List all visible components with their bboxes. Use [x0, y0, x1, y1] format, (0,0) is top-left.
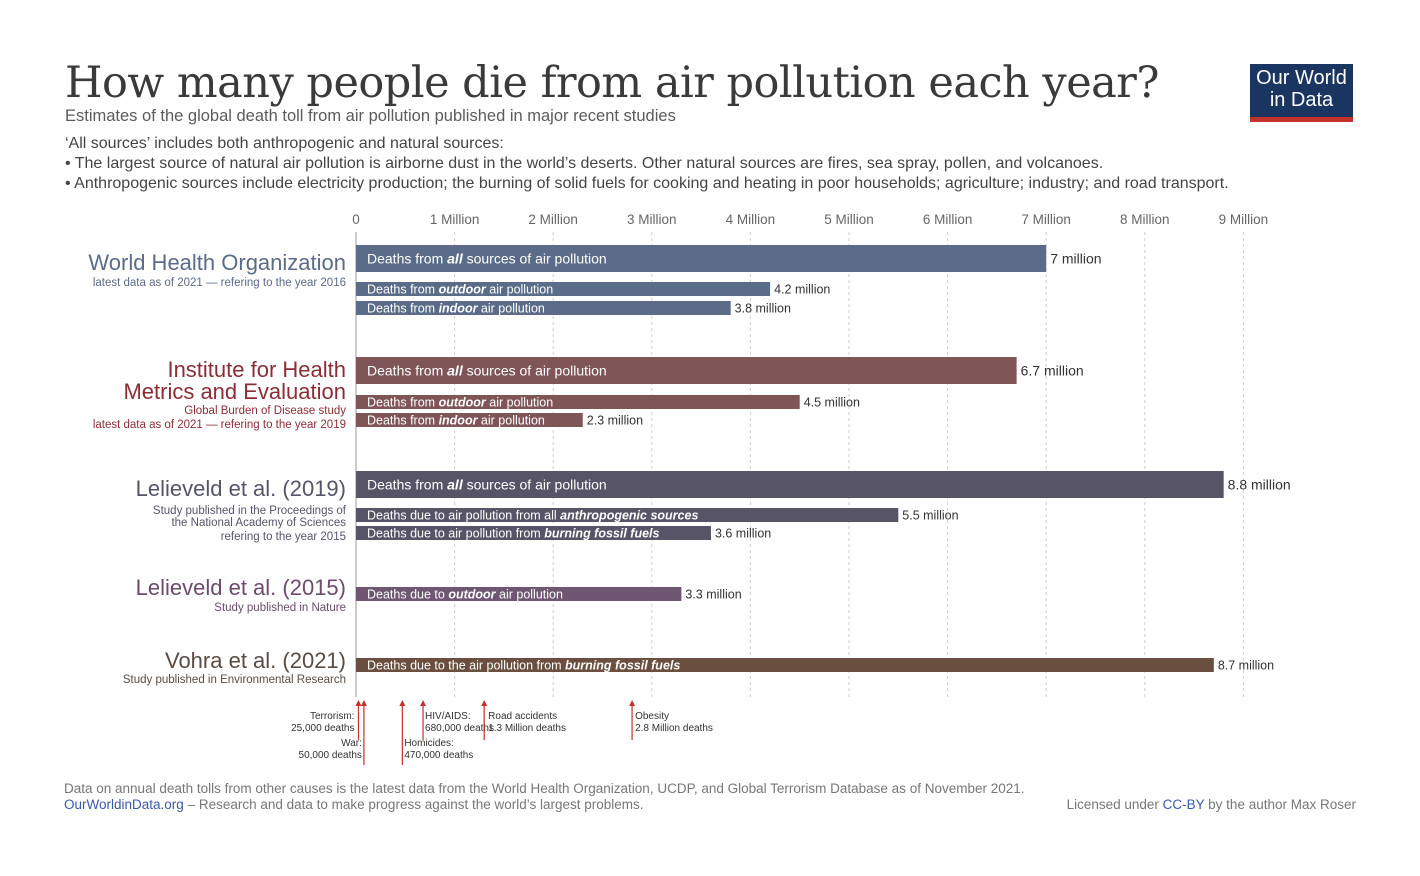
source-note: Data on annual death tolls from other ca…: [64, 781, 1025, 796]
value-label: 7 million: [1050, 251, 1101, 267]
group-subtitle: Study published in the Proceedings of: [153, 505, 347, 517]
value-label: 8.8 million: [1228, 477, 1291, 493]
value-label: 6.7 million: [1021, 363, 1084, 379]
group-title: Vohra et al. (2021): [165, 648, 346, 673]
bar: [356, 471, 1224, 498]
bar-label: Deaths due to air pollution from all ant…: [367, 509, 698, 523]
bar: [356, 658, 1214, 672]
tagline-text: – Research and data to make progress aga…: [183, 797, 644, 812]
note-line-3: • Anthropogenic sources include electric…: [65, 175, 1229, 192]
footer-tagline: OurWorldinData.org – Research and data t…: [64, 797, 644, 812]
bar: [356, 587, 682, 601]
comparison-label: Terrorism:: [310, 711, 354, 722]
group-subtitle: Global Burden of Disease study: [184, 405, 346, 417]
comparison-label: HIV/AIDS:: [425, 711, 471, 722]
bar-label: Deaths due to air pollution from burning…: [367, 527, 660, 541]
bar: [356, 413, 583, 427]
comparison-label: Obesity: [635, 711, 669, 722]
group-title: Metrics and Evaluation: [123, 379, 346, 404]
x-tick-label: 1 Million: [430, 212, 480, 227]
comparison-value: 470,000 deaths: [404, 750, 473, 761]
arrow-icon: [420, 700, 427, 706]
bar-label: Deaths from outdoor air pollution: [367, 396, 553, 410]
bar-label: Deaths due to the air pollution from bur…: [367, 659, 680, 673]
comparison-label: War:: [341, 738, 362, 749]
bar-label: Deaths from indoor air pollution: [367, 302, 545, 316]
bar: [356, 245, 1047, 272]
license-link[interactable]: CC-BY: [1162, 797, 1205, 812]
x-tick-label: 2 Million: [528, 212, 578, 227]
group-subtitle: Study published in Nature: [214, 602, 346, 614]
comparison-value: 2.8 Million deaths: [635, 723, 713, 734]
x-tick-label: 9 Million: [1219, 212, 1269, 227]
bar-label: Deaths due to outdoor air pollution: [367, 588, 563, 602]
arrow-icon: [355, 700, 362, 706]
chart-title: How many people die from air pollution e…: [65, 58, 1159, 108]
value-label: 3.6 million: [715, 527, 771, 541]
x-tick-label: 5 Million: [824, 212, 874, 227]
group-title: Institute for Health: [167, 357, 346, 382]
comparison-value: 50,000 deaths: [299, 750, 362, 761]
comparison-value: 680,000 deaths: [425, 723, 494, 734]
group-title: World Health Organization: [88, 250, 346, 275]
group-subtitle: the National Academy of Sciences: [171, 517, 346, 529]
bar: [356, 301, 731, 315]
bar-label: Deaths from all sources of air pollution: [367, 477, 607, 493]
bar: [356, 526, 711, 540]
chart-subtitle: Estimates of the global death toll from …: [65, 107, 676, 125]
bar-chart: 0 1 Million 2 Million 3 Million 4 Million 5 M…: [88, 212, 1291, 765]
bar-label: Deaths from all sources of air pollution: [367, 363, 607, 379]
logo-line-1: Our World: [1256, 67, 1347, 89]
group-subtitle: latest data as of 2021 — refering to the…: [93, 419, 346, 431]
arrow-icon: [481, 700, 488, 706]
value-label: 3.3 million: [685, 588, 741, 602]
x-tick-label: 4 Million: [726, 212, 776, 227]
bar: [356, 395, 800, 409]
group-subtitle: refering to the year 2015: [221, 531, 346, 543]
group-title: Lelieveld et al. (2015): [136, 575, 346, 600]
owid-logo[interactable]: Our World in Data: [1250, 64, 1353, 122]
value-label: 3.8 million: [735, 302, 791, 316]
x-tick-label: 0: [352, 212, 360, 227]
bar: [356, 357, 1017, 384]
comparison-value: 25,000 deaths: [291, 723, 354, 734]
value-label: 2.3 million: [587, 414, 643, 428]
x-tick-label: 6 Million: [923, 212, 973, 227]
license-post: by the author Max Roser: [1204, 797, 1356, 812]
comparison-value: 1.3 Million deaths: [488, 723, 566, 734]
x-tick-label: 3 Million: [627, 212, 677, 227]
group-subtitle: Study published in Environmental Researc…: [123, 674, 346, 686]
site-link[interactable]: OurWorldinData.org: [64, 797, 184, 812]
note-line-2: • The largest source of natural air poll…: [65, 155, 1104, 172]
value-label: 4.2 million: [774, 283, 830, 297]
logo-line-2: in Data: [1269, 89, 1334, 111]
x-tick-label: 8 Million: [1120, 212, 1170, 227]
value-label: 4.5 million: [804, 396, 860, 410]
bar-label: Deaths from all sources of air pollution: [367, 251, 607, 267]
arrow-icon: [399, 700, 406, 706]
group-subtitle: latest data as of 2021 — refering to the…: [93, 277, 346, 289]
x-tick-label: 7 Million: [1021, 212, 1071, 227]
bar-label: Deaths from indoor air pollution: [367, 414, 545, 428]
license-note: Licensed under CC-BY by the author Max R…: [1067, 797, 1356, 812]
arrow-icon: [629, 700, 636, 706]
comparison-label: Homicides:: [404, 738, 453, 749]
bar: [356, 282, 771, 296]
license-pre: Licensed under: [1066, 797, 1163, 812]
bar: [356, 508, 899, 522]
bar-label: Deaths from outdoor air pollution: [367, 283, 553, 297]
value-label: 5.5 million: [902, 509, 958, 523]
value-label: 8.7 million: [1218, 659, 1274, 673]
comparison-label: Road accidents: [488, 711, 557, 722]
arrow-icon: [360, 700, 367, 706]
note-line-1: ‘All sources’ includes both anthropogeni…: [65, 135, 504, 152]
group-title: Lelieveld et al. (2019): [136, 476, 346, 501]
